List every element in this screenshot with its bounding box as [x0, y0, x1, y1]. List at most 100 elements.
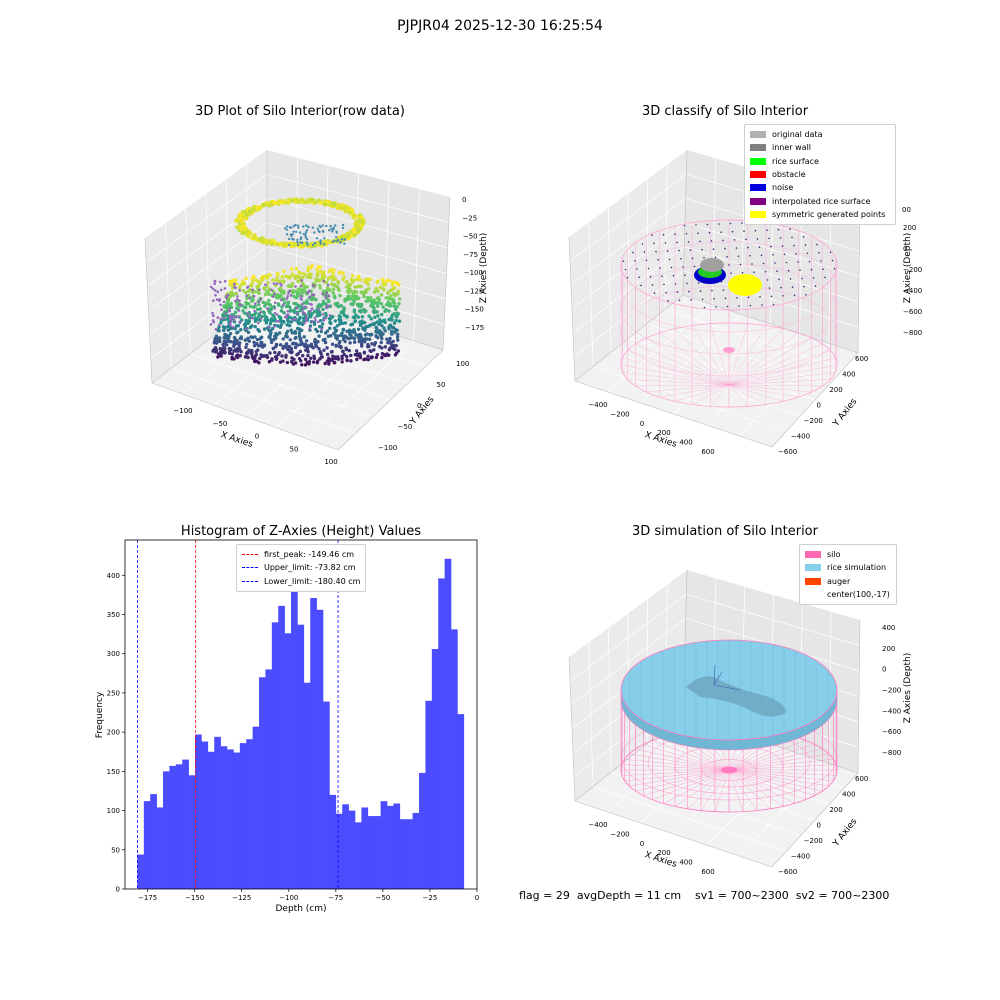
histogram-bar: [399, 819, 407, 889]
tick-label: −400: [903, 287, 922, 295]
silo-floor-spoke: [728, 323, 748, 386]
y-tick-label: 250: [107, 689, 120, 697]
tick-label: −50: [398, 423, 413, 431]
tick-label: 200: [829, 386, 842, 394]
silo-floor-spoke: [728, 769, 744, 812]
silo-floor-spoke: [728, 332, 799, 386]
silo-floor-spoke: [691, 384, 730, 405]
silo-floor-spoke: [728, 769, 806, 800]
silo-floor-center: [721, 766, 737, 774]
histogram-bar: [150, 794, 157, 889]
z-axis-label: Z Axies (Depth): [479, 233, 489, 304]
tick-label: 200: [882, 645, 895, 653]
histogram-bar: [451, 629, 458, 889]
silo-wireframe: [620, 219, 838, 408]
histogram-bar: [348, 810, 356, 889]
legend-label: symmetric generated points: [772, 209, 886, 219]
tick-label: −200: [804, 837, 823, 845]
y-axis-label: Y Axies: [831, 397, 860, 430]
silo-floor-spoke: [652, 769, 730, 800]
histogram-bar: [342, 804, 349, 889]
tick-label: 50: [437, 381, 446, 389]
y-axis-label: Frequency: [95, 691, 105, 738]
silo-floor-spoke: [728, 769, 795, 804]
silo-floor-spoke: [622, 357, 730, 386]
tick-label: −100: [173, 407, 192, 415]
interpolated-surface-points: [622, 221, 836, 309]
histogram-bar: [291, 590, 298, 889]
figure-title: PJPJR04 2025-12-30 16:25:54: [397, 18, 603, 34]
tick-label: −400: [791, 853, 810, 861]
histogram-bar: [361, 807, 369, 889]
legend-item: obstacle: [750, 168, 890, 181]
histogram-bar: [201, 741, 209, 889]
plot2-title: 3D classify of Silo Interior: [641, 104, 809, 119]
legend-label: Upper_limit: -73.82 cm: [264, 563, 356, 573]
silo-floor-spoke: [687, 769, 730, 809]
legend-item: interpolated rice surface: [750, 194, 890, 207]
auger-line: [713, 664, 716, 686]
tick-label: 0: [255, 433, 259, 441]
tick-label: −175: [465, 324, 484, 332]
tick-label: 0: [903, 245, 907, 253]
left-pane: [145, 150, 267, 383]
histogram-bar: [220, 746, 228, 889]
tick-label: −800: [903, 329, 922, 337]
silo-floor-spoke: [674, 328, 730, 386]
silo-floor-spoke: [728, 384, 748, 407]
axis-edge: [151, 382, 339, 451]
tick-label: −100: [464, 269, 483, 277]
histogram-bar: [457, 714, 465, 889]
silo-floor-spoke: [691, 325, 730, 386]
tick-label: 0: [462, 196, 466, 204]
histogram-bar: [310, 598, 317, 889]
silo-floor-spoke: [728, 753, 829, 771]
axis-edge: [682, 149, 688, 296]
x-tick-label: −175: [138, 894, 157, 902]
tick-label: 400: [679, 439, 692, 447]
y-axis-label: Y Axies: [831, 817, 860, 850]
legend-label: first_peak: -149.46 cm: [264, 550, 355, 560]
silo-floor-spoke: [728, 769, 784, 807]
legend-swatch: [750, 171, 766, 179]
tick-label: −400: [791, 433, 810, 441]
histogram-bar: [259, 677, 266, 889]
silo-wall-ring: [620, 263, 838, 355]
silo-floor-spoke: [674, 384, 730, 402]
histogram-bar: [412, 812, 420, 889]
legend-item: noise: [750, 181, 890, 194]
legend-swatch: [805, 577, 821, 585]
silo-floor-spoke: [728, 744, 815, 771]
tick-label: 0: [417, 402, 421, 410]
legend-label: interpolated rice surface: [772, 196, 871, 206]
silo-floor-spoke: [728, 384, 799, 398]
legend-line-swatch: [242, 554, 258, 556]
histogram-bar: [278, 605, 285, 889]
legend-swatch: [750, 184, 766, 192]
legend-label: center(100,-17): [827, 590, 890, 600]
silo-floor-spoke: [643, 744, 730, 771]
legend-item: rice surface: [750, 155, 890, 168]
legend-swatch: [750, 144, 766, 152]
tick-label: −200: [610, 410, 629, 418]
tick-label: 600: [701, 448, 714, 456]
silo-floor-spoke: [646, 337, 730, 386]
axis-edge: [144, 237, 153, 384]
histogram-bar: [188, 775, 196, 889]
histogram-bar: [406, 819, 413, 889]
tick-label: −600: [778, 868, 797, 876]
legend-label: auger: [827, 576, 851, 586]
tick-label: 200: [657, 849, 670, 857]
legend-line-swatch: [242, 580, 258, 582]
tick-label: 600: [701, 868, 714, 876]
legend-label: original data: [772, 130, 823, 140]
tick-label: −50: [213, 420, 228, 428]
legend-label: rice simulation: [827, 563, 887, 573]
tick-label: −400: [588, 821, 607, 829]
histogram-bar: [425, 700, 433, 889]
tick-label: 400: [842, 371, 855, 379]
y-tick-label: 350: [107, 611, 120, 619]
histogram-bar: [271, 622, 279, 889]
tick-label: −75: [463, 251, 478, 259]
silo-floor-spoke: [728, 357, 836, 386]
